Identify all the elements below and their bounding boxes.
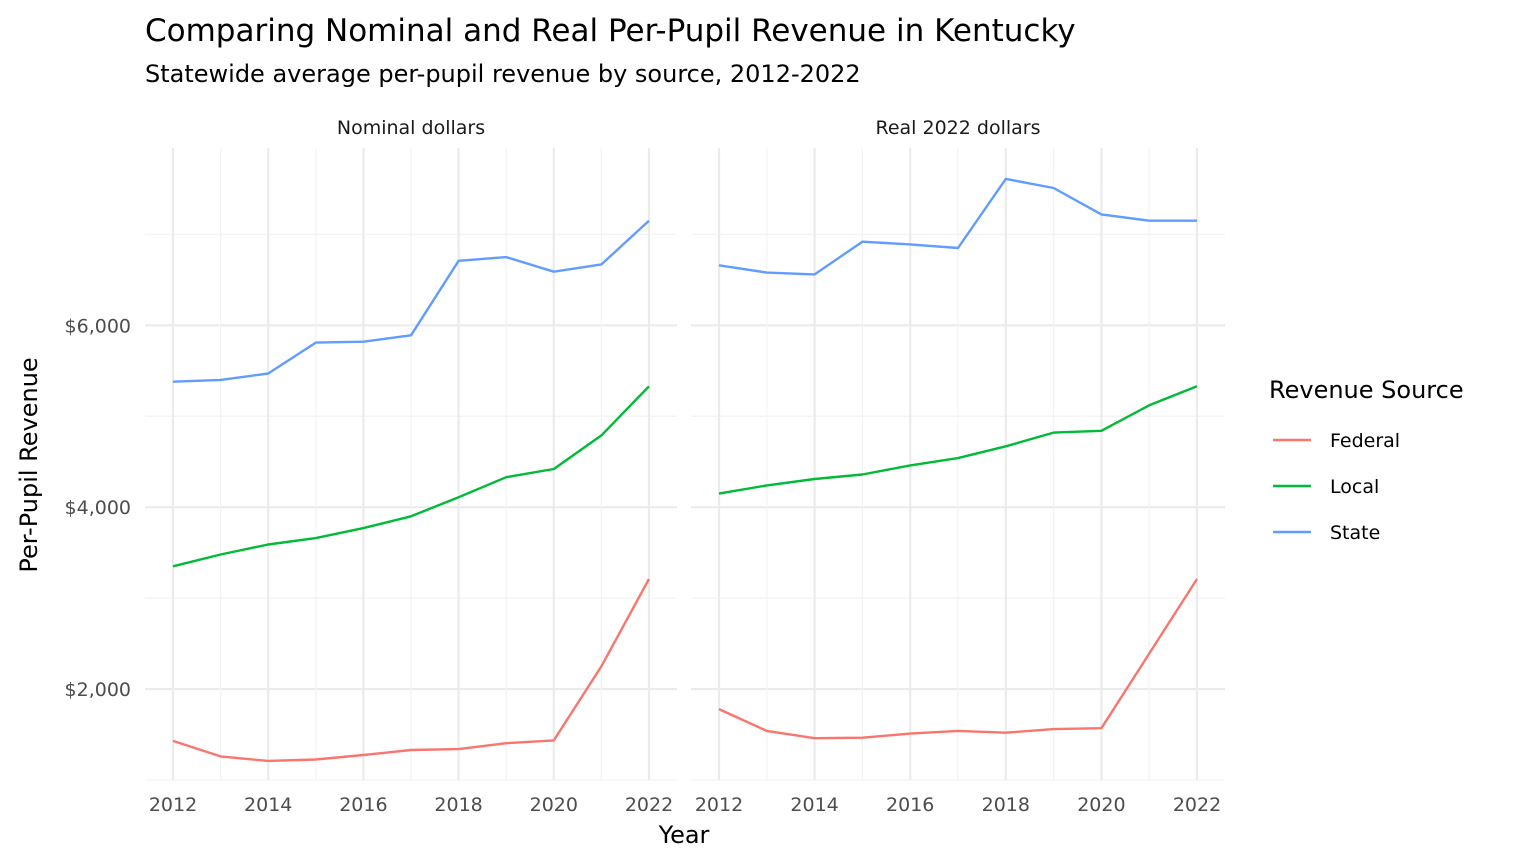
x-tick-label: 2020	[530, 794, 578, 816]
legend-item: State	[1273, 522, 1380, 544]
chart-title: Comparing Nominal and Real Per-Pupil Rev…	[145, 13, 1076, 49]
y-tick-label: $4,000	[65, 497, 131, 519]
x-tick-label: 2018	[982, 794, 1030, 816]
series-line-local	[718, 385, 1198, 495]
legend-item: Federal	[1273, 430, 1400, 452]
x-tick-label: 2012	[149, 794, 197, 816]
series-line-federal	[718, 578, 1199, 740]
legend-label: State	[1330, 522, 1380, 544]
y-tick-label: $6,000	[65, 315, 131, 337]
x-axis-title: Year	[658, 821, 710, 849]
series-line-state	[718, 177, 1197, 276]
facet-strip-label: Nominal dollars	[337, 117, 485, 139]
y-axis-title: Per-Pupil Revenue	[15, 357, 43, 572]
x-tick-label: 2018	[434, 794, 482, 816]
legend-title: Revenue Source	[1269, 376, 1464, 404]
x-tick-label: 2020	[1077, 794, 1125, 816]
legend: Revenue Source Federal Local State	[1269, 376, 1464, 544]
y-axis-ticks: $2,000 $4,000 $6,000	[65, 315, 131, 701]
legend-item: Local	[1273, 476, 1379, 498]
facet-strip-label: Real 2022 dollars	[876, 117, 1041, 139]
series-line-state	[172, 219, 650, 383]
y-tick-label: $2,000	[65, 679, 131, 701]
legend-label: Federal	[1330, 430, 1400, 452]
x-tick-label: 2016	[339, 794, 387, 816]
series-line-federal	[172, 578, 651, 763]
legend-items: Federal Local State	[1273, 430, 1400, 544]
facet-panel: Nominal dollars 2012 2014 2016 2018 2020 2022	[145, 117, 677, 816]
x-tick-label: 2022	[625, 794, 673, 816]
x-tick-label: 2016	[886, 794, 934, 816]
x-tick-label: 2022	[1173, 794, 1221, 816]
series-line-local	[172, 385, 650, 568]
chart-subtitle: Statewide average per-pupil revenue by s…	[145, 60, 861, 88]
x-tick-label: 2014	[244, 794, 292, 816]
x-tick-label: 2012	[695, 794, 743, 816]
facet-panel: Real 2022 dollars 2012 2014 2016 2018 2020 202…	[691, 117, 1225, 816]
x-tick-label: 2014	[790, 794, 838, 816]
legend-label: Local	[1330, 476, 1379, 498]
